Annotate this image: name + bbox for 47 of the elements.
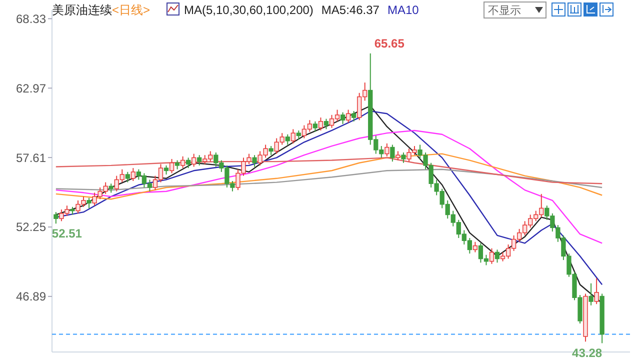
candlestick — [340, 112, 346, 124]
candlestick — [192, 153, 196, 168]
annotation: 65.65 — [374, 36, 405, 50]
candlestick — [318, 117, 324, 131]
line-series — [55, 157, 603, 184]
candlestick — [351, 110, 356, 122]
line-series — [55, 168, 603, 191]
candlestick — [396, 150, 400, 161]
annotation: 52.51 — [52, 226, 82, 241]
candlestick — [489, 248, 494, 264]
candlestick — [252, 154, 257, 168]
candlestick — [494, 249, 500, 264]
line-series — [55, 153, 603, 200]
y-tick-label: 46.89 — [16, 290, 46, 304]
candlestick — [180, 156, 186, 169]
candlestick — [390, 144, 395, 162]
candlestick — [401, 152, 406, 164]
legend-title: MA(5,10,30,60,100,200) — [184, 3, 314, 17]
text: MA5:46.37 — [321, 3, 380, 17]
candlestick — [472, 241, 478, 253]
candlestick — [169, 158, 174, 174]
candlestick — [174, 160, 180, 170]
candlestick — [324, 118, 329, 130]
chart-subtitle: <日线> — [112, 3, 150, 17]
candlestick — [384, 142, 390, 157]
candlestick — [268, 146, 274, 156]
annotation: 不显示 — [488, 5, 521, 17]
candlestick — [164, 164, 169, 176]
y-tick-label: 68.33 — [16, 12, 46, 26]
text: MA10 — [387, 3, 420, 17]
candlestick — [125, 171, 130, 183]
candlestick — [296, 130, 301, 140]
candlestick — [130, 168, 136, 182]
candlestick — [285, 134, 290, 146]
y-tick-label: 57.61 — [16, 150, 46, 165]
candlestick — [594, 278, 599, 305]
candlestick — [86, 197, 92, 209]
candlestick — [197, 154, 202, 166]
y-tick-label: 52.25 — [16, 220, 46, 234]
candlestick — [588, 282, 594, 306]
candlestick — [54, 212, 58, 224]
annotation: 43.28 — [572, 346, 602, 360]
candlestick — [290, 128, 296, 144]
candlestick — [186, 157, 191, 169]
y-tick-label: 62.97 — [16, 81, 46, 96]
candlestick — [346, 109, 351, 124]
candlestick — [312, 120, 318, 132]
